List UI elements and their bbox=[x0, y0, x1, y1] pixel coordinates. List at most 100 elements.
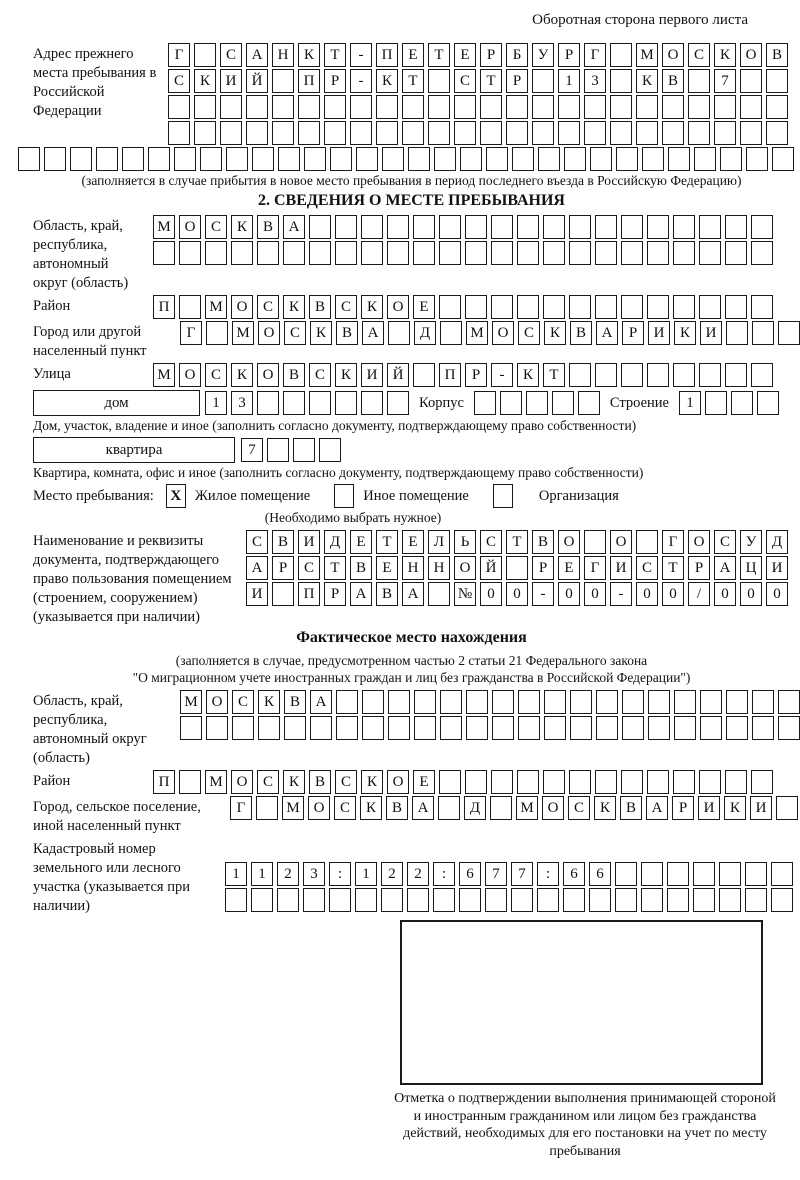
form-cell bbox=[621, 295, 643, 319]
form-cell: 2 bbox=[381, 862, 403, 886]
form-cell: 1 bbox=[225, 862, 247, 886]
form-cell: В bbox=[620, 796, 642, 820]
form-cell: И bbox=[700, 321, 722, 345]
form-cell bbox=[246, 95, 268, 119]
apartment-field: квартира 7 bbox=[33, 437, 790, 463]
form-cell bbox=[258, 716, 280, 740]
form-cell: И bbox=[246, 582, 268, 606]
form-cell bbox=[96, 147, 118, 171]
form-cell bbox=[699, 241, 721, 265]
form-cell bbox=[662, 95, 684, 119]
form-cell bbox=[642, 147, 664, 171]
form-cell bbox=[752, 690, 774, 714]
form-cell bbox=[336, 690, 358, 714]
form-cell bbox=[439, 215, 461, 239]
form-cell bbox=[310, 716, 332, 740]
form-cell: А bbox=[246, 43, 268, 67]
form-cell bbox=[648, 716, 670, 740]
form-cell: К bbox=[283, 770, 305, 794]
form-cell bbox=[610, 43, 632, 67]
form-cell bbox=[350, 95, 372, 119]
form-cell bbox=[688, 95, 710, 119]
form-cell: И bbox=[698, 796, 720, 820]
form-cell: 0 bbox=[714, 582, 736, 606]
form-cell bbox=[428, 121, 450, 145]
form-cell bbox=[387, 241, 409, 265]
form-cell: Д bbox=[324, 530, 346, 554]
form-cell bbox=[636, 530, 658, 554]
form-cell bbox=[756, 391, 779, 415]
form-cell: И bbox=[648, 321, 670, 345]
form-cell: М bbox=[636, 43, 658, 67]
form-cell bbox=[512, 147, 534, 171]
form-cell bbox=[459, 888, 481, 912]
form-cell bbox=[70, 147, 92, 171]
form-cell bbox=[595, 363, 617, 387]
form-cell: - bbox=[350, 69, 372, 93]
region-row-2 bbox=[153, 241, 773, 265]
document-row-3: И П Р А В А № 0 0-0 0-0 0/0 0 0 bbox=[246, 582, 788, 606]
form-cell bbox=[725, 241, 747, 265]
form-cell: К bbox=[361, 295, 383, 319]
form-cell bbox=[674, 690, 696, 714]
form-cell bbox=[309, 391, 331, 415]
form-cell bbox=[361, 215, 383, 239]
form-cell bbox=[473, 391, 496, 415]
form-cell: С bbox=[205, 363, 227, 387]
form-cell bbox=[610, 121, 632, 145]
form-cell bbox=[168, 121, 190, 145]
form-cell: Б bbox=[506, 43, 528, 67]
form-cell bbox=[18, 147, 40, 171]
form-cell bbox=[667, 862, 689, 886]
form-cell bbox=[148, 147, 170, 171]
form-cell: 0 bbox=[480, 582, 502, 606]
form-cell bbox=[725, 215, 747, 239]
stay-type-note: (Необходимо выбрать нужное) bbox=[264, 510, 442, 525]
form-cell: № bbox=[454, 582, 476, 606]
form-cell bbox=[376, 95, 398, 119]
form-cell bbox=[355, 888, 377, 912]
form-cell: Ц bbox=[740, 556, 762, 580]
form-cell bbox=[719, 862, 741, 886]
form-cell bbox=[699, 770, 721, 794]
form-cell bbox=[740, 121, 762, 145]
form-cell bbox=[751, 215, 773, 239]
form-cell bbox=[647, 295, 669, 319]
form-cell: П bbox=[376, 43, 398, 67]
form-cell bbox=[174, 147, 196, 171]
form-cell bbox=[376, 121, 398, 145]
form-cell bbox=[414, 716, 436, 740]
form-cell: М bbox=[205, 770, 227, 794]
form-cell: С bbox=[309, 363, 331, 387]
form-cell: - bbox=[350, 43, 372, 67]
apartment-note: Квартира, комната, офис и иное (заполнит… bbox=[33, 465, 644, 480]
form-cell: О bbox=[454, 556, 476, 580]
form-cell: А bbox=[350, 582, 372, 606]
form-cell: С bbox=[454, 69, 476, 93]
form-cell: А bbox=[402, 582, 424, 606]
form-cell bbox=[200, 147, 222, 171]
form-cell: А bbox=[310, 690, 332, 714]
form-cell bbox=[740, 69, 762, 93]
form-cell bbox=[272, 582, 294, 606]
form-cell bbox=[428, 582, 450, 606]
form-cell: К bbox=[194, 69, 216, 93]
form-cell bbox=[506, 95, 528, 119]
form-cell bbox=[726, 690, 748, 714]
form-cell: О bbox=[662, 43, 684, 67]
form-cell bbox=[362, 716, 384, 740]
form-cell bbox=[730, 391, 753, 415]
form-cell: Е bbox=[350, 530, 372, 554]
form-cell: В bbox=[283, 363, 305, 387]
form-cell bbox=[570, 690, 592, 714]
form-cell bbox=[558, 95, 580, 119]
form-cell: Е bbox=[413, 295, 435, 319]
form-cell: К bbox=[636, 69, 658, 93]
cadastral-field: Кадастровый номер земельного или лесного… bbox=[33, 838, 793, 916]
form-cell bbox=[303, 888, 325, 912]
form-cell: 1 bbox=[205, 391, 227, 415]
